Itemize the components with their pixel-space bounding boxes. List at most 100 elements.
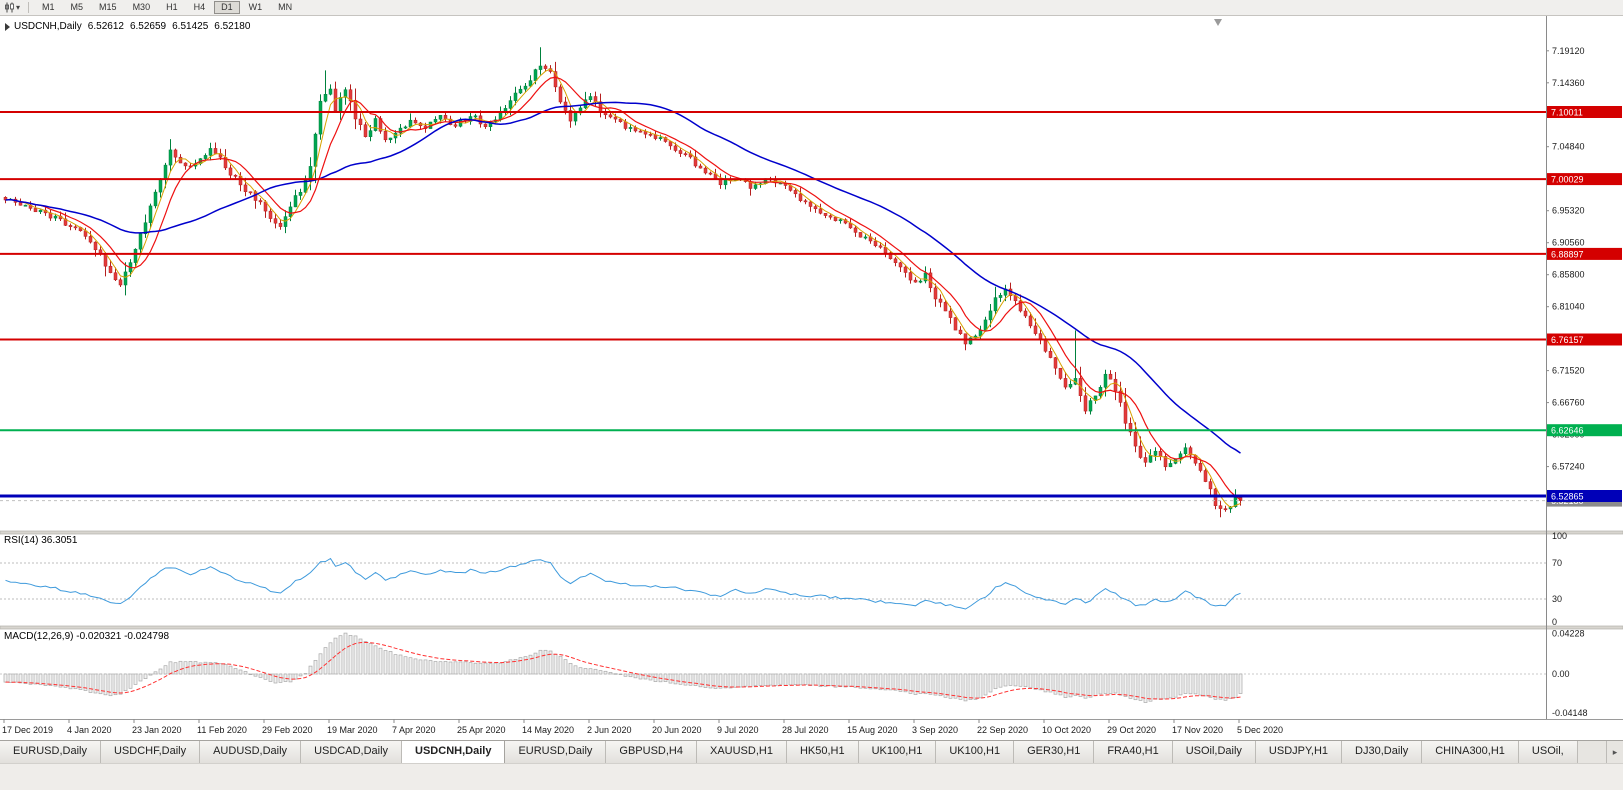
timeframe-h4-button[interactable]: H4 xyxy=(187,1,213,14)
tab-eurusd-daily-2[interactable]: EURUSD,Daily xyxy=(505,741,607,763)
chart-tab-bar: EURUSD,Daily USDCHF,Daily AUDUSD,Daily U… xyxy=(0,740,1623,763)
timeframe-m1-button[interactable]: M1 xyxy=(35,1,62,14)
svg-text:29 Oct 2020: 29 Oct 2020 xyxy=(1107,725,1156,735)
svg-text:17 Dec 2019: 17 Dec 2019 xyxy=(2,725,53,735)
timeframe-toolbar: ▾ M1 M5 M15 M30 H1 H4 D1 W1 MN xyxy=(0,0,1623,16)
rsi-line xyxy=(5,557,1241,610)
svg-text:6.57240: 6.57240 xyxy=(1552,462,1585,472)
svg-text:19 Mar 2020: 19 Mar 2020 xyxy=(327,725,378,735)
candlestick-chart-icon[interactable] xyxy=(4,2,15,13)
tab-hk50-h1[interactable]: HK50,H1 xyxy=(786,741,859,763)
svg-text:7.04840: 7.04840 xyxy=(1552,142,1585,152)
svg-text:22 Sep 2020: 22 Sep 2020 xyxy=(977,725,1028,735)
svg-text:7.19120: 7.19120 xyxy=(1552,46,1585,56)
ma-slow-line xyxy=(5,101,1241,454)
pane-separator-2[interactable] xyxy=(0,625,1623,630)
pane-separator-1[interactable] xyxy=(0,530,1623,535)
ohlc-low: 6.51425 xyxy=(172,21,209,32)
tab-usdjpy-h1[interactable]: USDJPY,H1 xyxy=(1255,741,1343,763)
svg-text:10 Oct 2020: 10 Oct 2020 xyxy=(1042,725,1091,735)
caret-down-icon[interactable]: ▾ xyxy=(16,3,21,12)
tab-audusd-daily[interactable]: AUDUSD,Daily xyxy=(200,741,302,763)
price-badge-6.88897: 6.88897 xyxy=(1547,247,1622,260)
tab-ger30-h1[interactable]: GER30,H1 xyxy=(1014,741,1095,763)
tab-xauusd-h1[interactable]: XAUUSD,H1 xyxy=(696,741,787,763)
timeframe-m5-button[interactable]: M5 xyxy=(64,1,91,14)
candle-wicks-up xyxy=(10,47,1236,513)
tab-dj30-daily[interactable]: DJ30,Daily xyxy=(1342,741,1423,763)
rsi-label: RSI(14) 36.3051 xyxy=(4,535,78,546)
status-bar xyxy=(0,763,1623,790)
tab-uk100-h1-1[interactable]: UK100,H1 xyxy=(858,741,937,763)
macd-label: MACD(12,26,9) -0.020321 -0.024798 xyxy=(4,631,170,642)
candle-bodies-up xyxy=(8,65,1238,510)
ohlc-high: 6.52659 xyxy=(129,21,167,32)
svg-text:29 Feb 2020: 29 Feb 2020 xyxy=(262,725,313,735)
svg-text:2 Jun 2020: 2 Jun 2020 xyxy=(587,725,632,735)
macd-histogram xyxy=(3,632,1243,703)
svg-text:6.95320: 6.95320 xyxy=(1552,206,1585,216)
ohlc-close: 6.52180 xyxy=(214,21,251,32)
price-badge-7.10011: 7.10011 xyxy=(1547,106,1622,118)
main-pane-title: USDCNH,Daily 6.52612 6.52659 6.51425 6.5… xyxy=(5,21,250,32)
svg-text:7.14360: 7.14360 xyxy=(1552,78,1585,88)
tab-usoil-clipped[interactable]: USOil, xyxy=(1518,741,1578,763)
toolbar-separator xyxy=(28,2,30,13)
timeframe-w1-button[interactable]: W1 xyxy=(242,1,270,14)
tab-eurusd-daily-1[interactable]: EURUSD,Daily xyxy=(0,741,101,763)
svg-text:7.00029: 7.00029 xyxy=(1551,175,1584,185)
price-badge-6.76157: 6.76157 xyxy=(1547,333,1622,346)
svg-text:0.00: 0.00 xyxy=(1552,669,1570,679)
svg-text:6.52865: 6.52865 xyxy=(1551,492,1584,502)
svg-text:6.62646: 6.62646 xyxy=(1551,426,1584,436)
rsi-pane-title: RSI(14) 36.3051 xyxy=(4,535,77,546)
svg-text:5 Dec 2020: 5 Dec 2020 xyxy=(1237,725,1283,735)
svg-text:6.90560: 6.90560 xyxy=(1552,238,1585,248)
candle-bodies-down xyxy=(3,65,1243,511)
chart-symbol-title: USDCNH,Daily xyxy=(14,21,82,32)
timeframe-d1-button[interactable]: D1 xyxy=(214,1,240,14)
timeframe-m30-button[interactable]: M30 xyxy=(126,1,158,14)
svg-text:3 Sep 2020: 3 Sep 2020 xyxy=(912,725,958,735)
svg-text:6.66760: 6.66760 xyxy=(1552,398,1585,408)
tab-usdcnh-daily[interactable]: USDCNH,Daily xyxy=(402,741,506,763)
timeframe-h1-button[interactable]: H1 xyxy=(159,1,185,14)
macd-pane-title: MACD(12,26,9) -0.020321 -0.024798 xyxy=(4,631,169,642)
timeframe-mn-button[interactable]: MN xyxy=(271,1,299,14)
tab-gbpusd-h4[interactable]: GBPUSD,H4 xyxy=(606,741,697,763)
macd-signal-line xyxy=(5,641,1241,700)
svg-text:20 Jun 2020: 20 Jun 2020 xyxy=(652,725,702,735)
ma-mid-line xyxy=(10,76,1241,501)
svg-text:0: 0 xyxy=(1552,617,1557,627)
tab-usdcad-daily[interactable]: USDCAD,Daily xyxy=(301,741,403,763)
svg-text:-0.04148: -0.04148 xyxy=(1552,708,1588,718)
chart-canvas[interactable]: 7.191207.143607.096007.048407.000806.953… xyxy=(0,0,1623,740)
svg-text:30: 30 xyxy=(1552,594,1562,604)
svg-text:7 Apr 2020: 7 Apr 2020 xyxy=(392,725,436,735)
svg-text:6.81040: 6.81040 xyxy=(1552,302,1585,312)
tab-scroll-right-icon[interactable]: ▸ xyxy=(1606,741,1623,763)
svg-text:100: 100 xyxy=(1552,531,1567,541)
svg-text:28 Jul 2020: 28 Jul 2020 xyxy=(782,725,829,735)
tab-fra40-h1[interactable]: FRA40,H1 xyxy=(1094,741,1173,763)
candle-wicks-down xyxy=(5,61,1241,518)
svg-text:70: 70 xyxy=(1552,558,1562,568)
tab-china300-h1[interactable]: CHINA300,H1 xyxy=(1422,741,1519,763)
svg-text:6.85800: 6.85800 xyxy=(1552,270,1585,280)
svg-text:7.10011: 7.10011 xyxy=(1551,108,1583,118)
svg-text:15 Aug 2020: 15 Aug 2020 xyxy=(847,725,898,735)
svg-text:6.71520: 6.71520 xyxy=(1552,366,1585,376)
symbol-marker-icon xyxy=(5,22,10,31)
svg-text:9 Jul 2020: 9 Jul 2020 xyxy=(717,725,759,735)
chart-shift-marker-icon[interactable] xyxy=(1214,19,1222,26)
svg-text:6.76157: 6.76157 xyxy=(1551,335,1584,345)
timeframe-m15-button[interactable]: M15 xyxy=(92,1,124,14)
ohlc-open: 6.52612 xyxy=(87,21,124,32)
price-badge-6.62646: 6.62646 xyxy=(1547,424,1622,437)
price-axis-labels: 7.191207.143607.096007.048407.000806.953… xyxy=(1546,46,1588,718)
tab-usoil-daily[interactable]: USOil,Daily xyxy=(1172,741,1256,763)
tab-usdchf-daily[interactable]: USDCHF,Daily xyxy=(100,741,201,763)
ma-fast-line xyxy=(10,68,1241,509)
tab-uk100-h1-2[interactable]: UK100,H1 xyxy=(936,741,1015,763)
